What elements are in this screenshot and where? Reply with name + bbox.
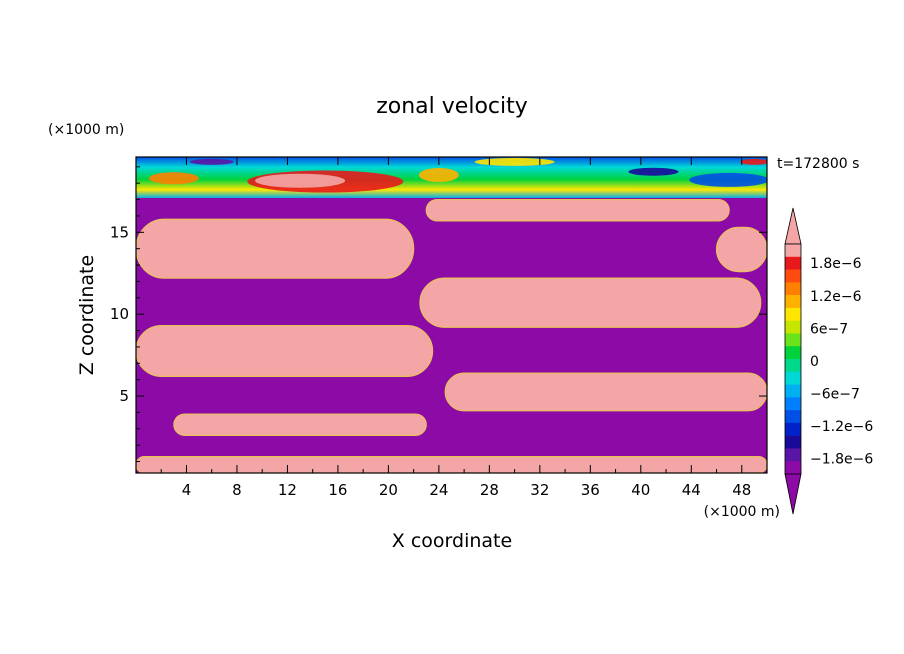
plot-frame (135, 156, 768, 474)
colorbar-segment (785, 320, 801, 334)
positive-cell (444, 372, 767, 412)
colorbar-segment (785, 256, 801, 270)
x-tick-label: 20 (379, 481, 398, 499)
colorbar-tick-label: −1.2e−6 (810, 419, 873, 435)
colorbar-segment (785, 371, 801, 385)
x-tick-label: 12 (278, 481, 297, 499)
y-axis-label: Z coordinate (76, 255, 98, 375)
x-tick-label: 16 (328, 481, 347, 499)
surface-blob (628, 167, 679, 176)
positive-cell (136, 325, 434, 377)
x-axis: 4 8 12 16 20 24 28 32 36 40 44 48 (160, 157, 751, 499)
x-tick-label: 8 (232, 481, 242, 499)
colorbar: 1.8e−6 1.2e−6 6e−7 0 −6e−7 −1.2e−6 −1.8e−6 (784, 207, 873, 515)
colorbar-segment (785, 384, 801, 398)
x-tick-label: 32 (530, 481, 549, 499)
x-tick-label: 4 (182, 481, 192, 499)
colorbar-segment (785, 244, 801, 258)
positive-cell (136, 456, 767, 473)
positive-cell (173, 413, 427, 436)
time-label: t=172800 s (777, 156, 859, 172)
positive-cell (715, 226, 767, 273)
positive-cell (419, 277, 762, 328)
x-tick-label: 36 (581, 481, 600, 499)
colorbar-segment (785, 461, 801, 475)
surface-blob (255, 173, 346, 188)
colorbar-segment (785, 333, 801, 347)
surface-blob (740, 158, 767, 165)
surface-blob (474, 157, 555, 166)
colorbar-tick-label: 1.2e−6 (810, 289, 862, 305)
colorbar-segment (785, 435, 801, 449)
colorbar-segment (785, 269, 801, 283)
surface-layer (136, 157, 767, 198)
surface-blob (418, 168, 459, 183)
colorbar-segment (785, 307, 801, 321)
colorbar-segment (785, 359, 801, 373)
surface-blob (189, 158, 234, 165)
colorbar-tick-label: −6e−7 (810, 387, 860, 403)
colorbar-segment (785, 410, 801, 424)
chart-title: zonal velocity (376, 94, 528, 119)
x-tick-label: 48 (732, 481, 751, 499)
x-axis-label: X coordinate (392, 530, 512, 552)
x-unit-label: (×1000 m) (704, 504, 780, 520)
positive-cell (136, 218, 415, 279)
surface-blob (689, 172, 767, 187)
colorbar-segment (785, 448, 801, 462)
velocity-field (136, 157, 767, 473)
x-tick-label: 24 (429, 481, 448, 499)
colorbar-under-arrow (784, 473, 802, 515)
y-tick-label: 10 (110, 305, 129, 323)
colorbar-tick-label: −1.8e−6 (810, 452, 873, 468)
colorbar-segment (785, 282, 801, 296)
y-tick-label: 15 (110, 223, 129, 241)
x-tick-label: 28 (480, 481, 499, 499)
colorbar-tick-label: 0 (810, 354, 819, 370)
y-axis: 5 10 15 (110, 166, 767, 463)
positive-cell (425, 198, 730, 222)
y-tick-label: 5 (119, 387, 129, 405)
x-tick-label: 44 (682, 481, 701, 499)
colorbar-segment (785, 295, 801, 309)
x-tick-label: 40 (631, 481, 650, 499)
colorbar-tick-label: 6e−7 (810, 321, 848, 337)
colorbar-segment (785, 422, 801, 436)
colorbar-segment (785, 346, 801, 360)
colorbar-over-arrow (784, 207, 802, 245)
colorbar-tick-label: 1.8e−6 (810, 256, 862, 272)
colorbar-frame (784, 243, 802, 475)
surface-blob (148, 172, 199, 185)
positive-cells (136, 198, 767, 473)
y-unit-label: (×1000 m) (48, 122, 124, 138)
colorbar-segment (785, 397, 801, 411)
